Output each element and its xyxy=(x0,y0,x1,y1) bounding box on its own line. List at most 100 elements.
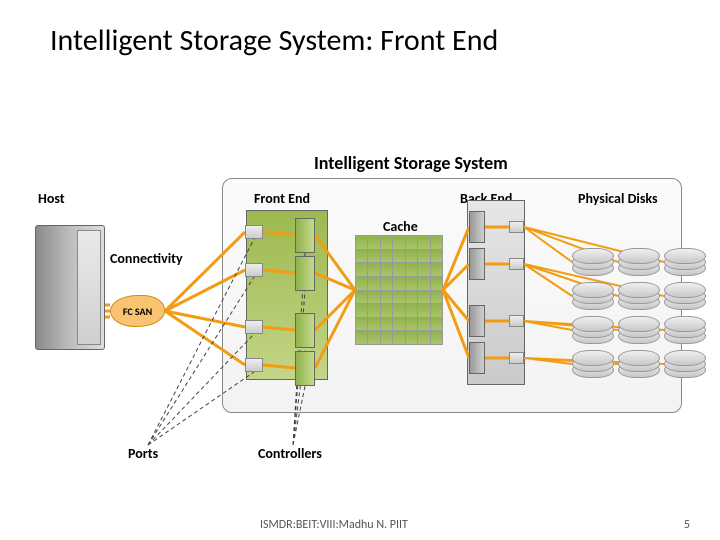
system-label: Intelligent Storage System xyxy=(314,152,508,174)
cache-cell xyxy=(381,277,392,290)
back-end-port xyxy=(509,221,524,233)
cache-cell xyxy=(431,236,442,249)
cache-cell xyxy=(356,318,367,331)
disk-icon xyxy=(618,316,660,344)
cache-cell xyxy=(368,236,379,249)
cache-cell xyxy=(356,263,367,276)
cache-cell xyxy=(431,331,442,344)
fc-san-text: FC SAN xyxy=(123,305,152,318)
label-physical-disks: Physical Disks xyxy=(578,190,658,207)
cache-cell xyxy=(381,331,392,344)
cache-cell xyxy=(393,277,404,290)
front-end-controller xyxy=(295,256,315,291)
cache-cell xyxy=(393,318,404,331)
cache-cell xyxy=(418,304,429,317)
page-title: Intelligent Storage System: Front End xyxy=(50,22,498,59)
cache-cell xyxy=(381,304,392,317)
cache-cell xyxy=(431,263,442,276)
cache-cell xyxy=(431,277,442,290)
cache-cell xyxy=(356,250,367,263)
cache-cell xyxy=(356,291,367,304)
cache-cell xyxy=(431,250,442,263)
cache-cell xyxy=(418,236,429,249)
cache-cell xyxy=(418,318,429,331)
back-end-controller xyxy=(469,342,485,374)
front-end-port xyxy=(245,358,263,372)
cache-cell xyxy=(431,318,442,331)
host-tower-icon xyxy=(35,225,105,350)
label-cache: Cache xyxy=(383,218,418,235)
label-host: Host xyxy=(38,190,65,207)
front-end-controller xyxy=(295,313,315,348)
disk-icon xyxy=(618,248,660,276)
disk-icon xyxy=(572,350,614,378)
cache-cell xyxy=(356,236,367,249)
disk-icon xyxy=(664,248,706,276)
cache-cell xyxy=(418,250,429,263)
cache-cell xyxy=(431,304,442,317)
cache-cell xyxy=(406,250,417,263)
cache-cell xyxy=(393,304,404,317)
back-end-port xyxy=(509,315,524,327)
disk-icon xyxy=(664,350,706,378)
label-ports: Ports xyxy=(128,445,158,462)
label-connectivity: Connectivity xyxy=(110,250,183,267)
cache-cell xyxy=(418,277,429,290)
label-controllers: Controllers xyxy=(258,445,322,462)
cache-cell xyxy=(356,304,367,317)
disk-icon xyxy=(572,248,614,276)
cache-cell xyxy=(368,291,379,304)
cache-cell xyxy=(381,318,392,331)
cache-cell xyxy=(406,263,417,276)
front-end-port xyxy=(245,263,263,277)
page-number: 5 xyxy=(684,518,690,532)
cache-cell xyxy=(368,263,379,276)
disk-icon xyxy=(618,282,660,310)
disk-icon xyxy=(572,282,614,310)
front-end-controller xyxy=(295,218,315,253)
cache-cell xyxy=(406,277,417,290)
cache-cell xyxy=(406,318,417,331)
cache-cell xyxy=(368,277,379,290)
cache-cell xyxy=(406,331,417,344)
disk-icon xyxy=(618,350,660,378)
cache-cell xyxy=(418,331,429,344)
cache-cell xyxy=(393,291,404,304)
disk-icon xyxy=(664,282,706,310)
front-end-port xyxy=(245,320,263,334)
front-end-controller xyxy=(295,351,315,386)
fc-san-cloud: FC SAN xyxy=(110,295,165,327)
cache-cell xyxy=(393,331,404,344)
footer-text: ISMDR:BEIT:VIII:Madhu N. PIIT xyxy=(260,518,408,532)
cache-cell xyxy=(393,250,404,263)
cache-cell xyxy=(393,236,404,249)
label-front-end: Front End xyxy=(254,190,310,207)
cache-cell xyxy=(381,250,392,263)
cache-cell xyxy=(356,331,367,344)
cache-cell xyxy=(418,291,429,304)
cache-cell xyxy=(393,263,404,276)
cache-cell xyxy=(406,291,417,304)
cache-cell xyxy=(356,277,367,290)
host-front-panel xyxy=(77,230,101,345)
cache-cell xyxy=(368,304,379,317)
cache-cell xyxy=(368,331,379,344)
cache-cell xyxy=(406,304,417,317)
cache-cell xyxy=(431,291,442,304)
cache-cell xyxy=(381,263,392,276)
cache-cell xyxy=(406,236,417,249)
disk-icon xyxy=(572,316,614,344)
cache-grid xyxy=(355,235,443,345)
back-end-port xyxy=(509,352,524,364)
disk-icon xyxy=(664,316,706,344)
front-end-port xyxy=(245,225,263,239)
cache-cell xyxy=(381,291,392,304)
cache-cell xyxy=(368,250,379,263)
cache-cell xyxy=(368,318,379,331)
cache-cell xyxy=(381,236,392,249)
back-end-controller xyxy=(469,248,485,280)
cache-cell xyxy=(418,263,429,276)
back-end-controller xyxy=(469,211,485,243)
back-end-port xyxy=(509,258,524,270)
back-end-controller xyxy=(469,305,485,337)
